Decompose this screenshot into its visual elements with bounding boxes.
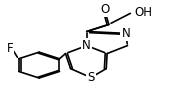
Text: N: N: [121, 27, 130, 40]
Text: F: F: [7, 42, 13, 55]
Text: S: S: [87, 71, 95, 84]
Text: N: N: [82, 39, 91, 52]
Text: OH: OH: [134, 6, 152, 19]
Text: O: O: [100, 3, 109, 16]
